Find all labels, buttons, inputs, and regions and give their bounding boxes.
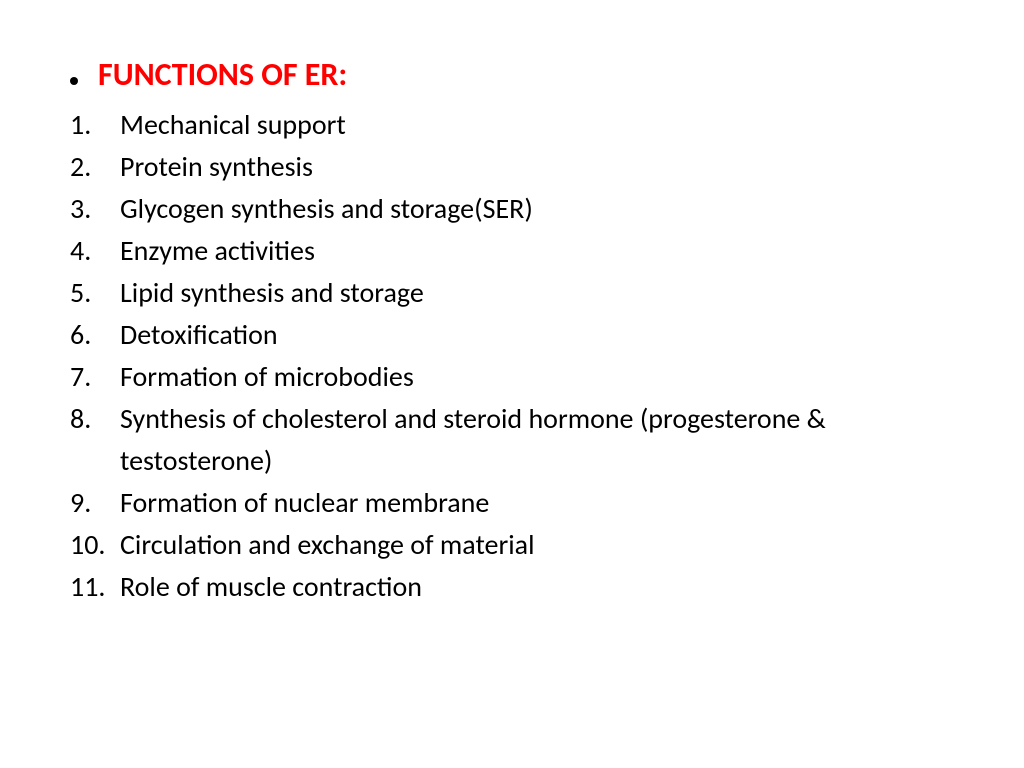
list-item: 8.Synthesis of cholesterol and steroid h…: [70, 398, 954, 482]
numbered-list: 1. Mechanical support2. Protein synthesi…: [70, 104, 954, 608]
list-text: Glycogen synthesis and storage(SER): [120, 188, 954, 230]
list-number: 2.: [70, 146, 120, 188]
list-item: 5.Lipid synthesis and storage: [70, 272, 954, 314]
list-item: 11. Role of muscle contraction: [70, 566, 954, 608]
list-number: 1.: [70, 104, 120, 146]
list-text: Role of muscle contraction: [120, 566, 954, 608]
list-item: 10. Circulation and exchange of material: [70, 524, 954, 566]
list-item: 9. Formation of nuclear membrane: [70, 482, 954, 524]
list-number: 11.: [70, 566, 120, 608]
bullet-icon: [70, 77, 78, 85]
list-number: 3.: [70, 188, 120, 230]
list-text: Formation of microbodies: [120, 356, 954, 398]
list-number: 7.: [70, 356, 120, 398]
list-text: Protein synthesis: [120, 146, 954, 188]
list-text: Mechanical support: [120, 104, 954, 146]
list-item: 6.Detoxification: [70, 314, 954, 356]
list-number: 6.: [70, 314, 120, 356]
list-item: 2. Protein synthesis: [70, 146, 954, 188]
list-text: Enzyme activities: [120, 230, 954, 272]
slide-title: FUNCTIONS OF ER:: [98, 55, 347, 94]
title-row: FUNCTIONS OF ER:: [70, 55, 954, 94]
list-number: 8.: [70, 398, 120, 440]
list-item: 1. Mechanical support: [70, 104, 954, 146]
list-text: Synthesis of cholesterol and steroid hor…: [120, 398, 954, 482]
list-text: Lipid synthesis and storage: [120, 272, 954, 314]
list-item: 4. Enzyme activities: [70, 230, 954, 272]
list-text: Detoxification: [120, 314, 954, 356]
list-number: 10.: [70, 524, 120, 566]
list-number: 9.: [70, 482, 120, 524]
list-item: 7.Formation of microbodies: [70, 356, 954, 398]
list-item: 3. Glycogen synthesis and storage(SER): [70, 188, 954, 230]
list-number: 4.: [70, 230, 120, 272]
list-text: Formation of nuclear membrane: [120, 482, 954, 524]
list-text: Circulation and exchange of material: [120, 524, 954, 566]
list-number: 5.: [70, 272, 120, 314]
